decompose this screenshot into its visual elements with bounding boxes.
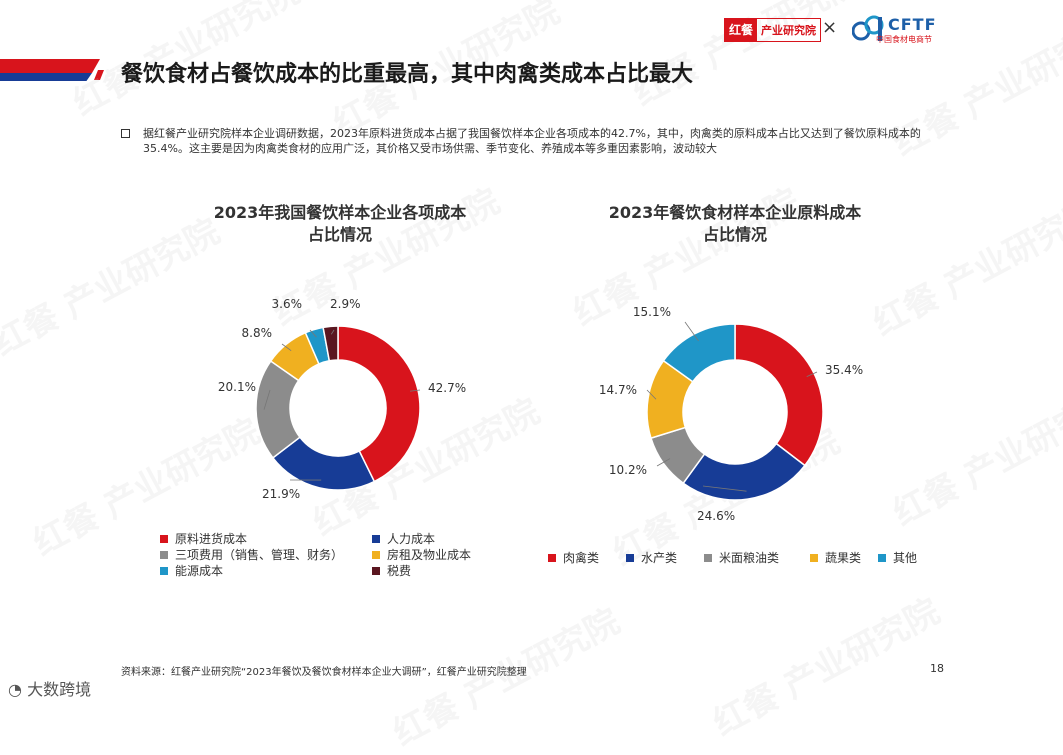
chart1-donut: 42.7% 21.9% 20.1% 8.8% 3.6% 2.9% bbox=[190, 280, 490, 520]
legend1-label-0: 原料进货成本 bbox=[175, 530, 247, 547]
legend2-item-4: 其他 bbox=[878, 549, 917, 566]
legend2-swatch-0 bbox=[548, 554, 556, 562]
donut1-label-3: 8.8% bbox=[242, 326, 273, 340]
donut2-label-1: 24.6% bbox=[697, 509, 735, 523]
watermark-text-12: 红餐 产业研究院 bbox=[703, 584, 947, 745]
hongcan-logo-box: 红餐 bbox=[725, 19, 757, 41]
legend2-swatch-4 bbox=[878, 554, 886, 562]
cftf-logo-text: CFTF bbox=[888, 15, 937, 34]
intro-text: 据红餐产业研究院样本企业调研数据，2023年原料进货成本占据了我国餐饮样本企业各… bbox=[143, 126, 951, 156]
corner-watermark-text: 大数跨境 bbox=[27, 680, 91, 699]
chart2-title: 2023年餐饮食材样本企业原料成本 占比情况 bbox=[545, 202, 925, 246]
cftf-logo-subtitle: 中国食材电商节 bbox=[876, 34, 932, 45]
legend1-label-5: 税费 bbox=[387, 562, 411, 579]
header-stripe-blue bbox=[0, 73, 92, 81]
page-number: 18 bbox=[930, 662, 944, 675]
header-logos: 红餐 产业研究院 × CFTF 中国食材电商节 bbox=[724, 14, 954, 48]
chart2-legend: 肉禽类 水产类 米面粮油类 蔬果类 其他 bbox=[548, 549, 948, 569]
legend2-label-3: 蔬果类 bbox=[825, 549, 861, 566]
legend2-item-0: 肉禽类 bbox=[548, 549, 599, 566]
legend1-label-3: 房租及物业成本 bbox=[387, 546, 471, 563]
donut1-label-1: 21.9% bbox=[262, 487, 300, 501]
legend1-swatch-0 bbox=[160, 535, 168, 543]
legend2-item-2: 米面粮油类 bbox=[704, 549, 779, 566]
chart1-title-line1: 2023年我国餐饮样本企业各项成本 bbox=[150, 202, 530, 224]
donut1-label-5: 2.9% bbox=[330, 297, 361, 311]
legend1-swatch-5 bbox=[372, 567, 380, 575]
chart1-title-line2: 占比情况 bbox=[150, 224, 530, 246]
hongcan-logo: 红餐 产业研究院 bbox=[724, 18, 821, 42]
watermark-text-11: 红餐 产业研究院 bbox=[883, 374, 1063, 535]
corner-watermark: ◔ 大数跨境 bbox=[8, 676, 91, 700]
chart2-title-line2: 占比情况 bbox=[545, 224, 925, 246]
donut1-label-0: 42.7% bbox=[428, 381, 466, 395]
intro-paragraph: 据红餐产业研究院样本企业调研数据，2023年原料进货成本占据了我国餐饮样本企业各… bbox=[121, 126, 951, 156]
legend2-item-3: 蔬果类 bbox=[810, 549, 861, 566]
legend1-swatch-4 bbox=[160, 567, 168, 575]
legend1-item-4: 能源成本 bbox=[160, 562, 223, 579]
legend2-swatch-1 bbox=[626, 554, 634, 562]
donut2-label-4: 15.1% bbox=[633, 305, 671, 319]
hongcan-logo-text: 产业研究院 bbox=[757, 22, 820, 38]
legend1-swatch-2 bbox=[160, 551, 168, 559]
donut1-label-2: 20.1% bbox=[218, 380, 256, 394]
legend1-item-2: 三项费用（销售、管理、财务） bbox=[160, 546, 343, 563]
square-bullet-icon bbox=[121, 129, 130, 138]
donut2-label-0: 35.4% bbox=[825, 363, 863, 377]
legend1-label-1: 人力成本 bbox=[387, 530, 435, 547]
times-separator: × bbox=[822, 17, 837, 38]
donut1-label-4: 3.6% bbox=[272, 297, 303, 311]
cftf-logo: CFTF 中国食材电商节 bbox=[852, 14, 952, 46]
legend1-item-0: 原料进货成本 bbox=[160, 530, 247, 547]
page-title: 餐饮食材占餐饮成本的比重最高，其中肉禽类成本占比最大 bbox=[121, 56, 693, 88]
legend1-label-4: 能源成本 bbox=[175, 562, 223, 579]
header-stripe-red-accent bbox=[94, 70, 104, 80]
legend1-item-3: 房租及物业成本 bbox=[372, 546, 471, 563]
chart2-donut: 35.4% 24.6% 10.2% 14.7% 15.1% bbox=[585, 290, 885, 530]
legend2-label-1: 水产类 bbox=[641, 549, 677, 566]
chart2-title-line1: 2023年餐饮食材样本企业原料成本 bbox=[545, 202, 925, 224]
legend1-item-1: 人力成本 bbox=[372, 530, 435, 547]
legend2-swatch-3 bbox=[810, 554, 818, 562]
chart1-title: 2023年我国餐饮样本企业各项成本 占比情况 bbox=[150, 202, 530, 246]
legend2-label-4: 其他 bbox=[893, 549, 917, 566]
chart1-legend: 原料进货成本 人力成本三项费用（销售、管理、财务） 房租及物业成本能源成本 税费 bbox=[160, 530, 520, 580]
source-note: 资料来源：红餐产业研究院“2023年餐饮及餐饮食材样本企业大调研”，红餐产业研究… bbox=[121, 663, 527, 678]
legend1-swatch-3 bbox=[372, 551, 380, 559]
camera-icon: ◔ bbox=[8, 680, 22, 699]
header-stripe-red bbox=[0, 59, 100, 73]
legend2-label-2: 米面粮油类 bbox=[719, 549, 779, 566]
legend1-swatch-1 bbox=[372, 535, 380, 543]
donut2-slice-0 bbox=[735, 324, 823, 465]
legend2-item-1: 水产类 bbox=[626, 549, 677, 566]
legend2-swatch-2 bbox=[704, 554, 712, 562]
legend2-label-0: 肉禽类 bbox=[563, 549, 599, 566]
donut2-label-2: 10.2% bbox=[609, 463, 647, 477]
legend1-item-5: 税费 bbox=[372, 562, 411, 579]
legend1-label-2: 三项费用（销售、管理、财务） bbox=[175, 546, 343, 563]
donut2-label-3: 14.7% bbox=[599, 383, 637, 397]
